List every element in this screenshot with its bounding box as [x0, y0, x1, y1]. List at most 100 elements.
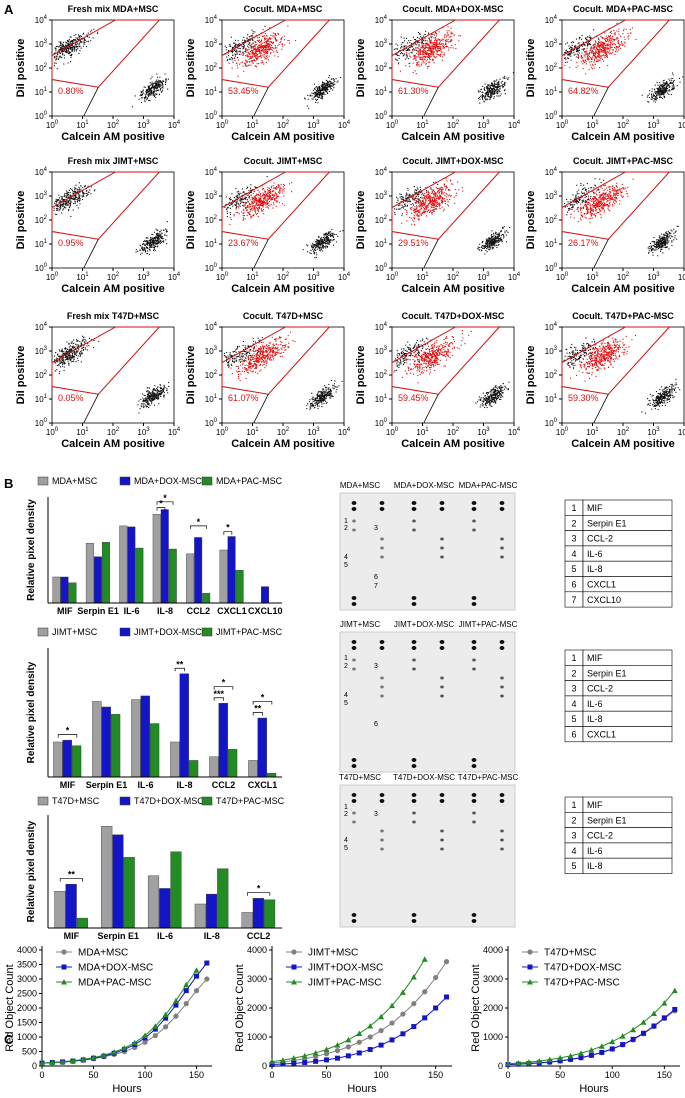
- event-dot: [94, 189, 96, 191]
- event-dot: [609, 52, 611, 54]
- event-dot: [80, 47, 82, 49]
- event-dot: [317, 248, 319, 250]
- event-dot: [450, 35, 452, 37]
- event-dot: [267, 191, 269, 193]
- event-dot: [666, 91, 668, 93]
- event-dot: [568, 53, 570, 55]
- event-dot: [406, 49, 408, 51]
- event-dot: [272, 198, 274, 200]
- event-dot: [668, 86, 670, 88]
- event-dot: [281, 190, 283, 192]
- event-dot: [267, 40, 269, 42]
- event-dot: [448, 36, 450, 38]
- event-dot: [325, 88, 327, 90]
- event-dot: [70, 48, 72, 50]
- event-dot: [609, 37, 611, 39]
- event-dot: [439, 41, 441, 43]
- event-dot: [494, 83, 496, 85]
- event-dot: [415, 189, 417, 191]
- event-dot: [326, 238, 328, 240]
- event-dot: [413, 48, 415, 50]
- event-dot: [259, 200, 261, 202]
- event-dot: [249, 61, 251, 63]
- event-dot: [599, 48, 601, 50]
- event-dot: [590, 40, 592, 42]
- event-dot: [443, 52, 445, 54]
- event-dot: [402, 196, 404, 198]
- event-dot: [427, 50, 429, 52]
- event-dot: [67, 209, 69, 211]
- event-dot: [586, 55, 588, 57]
- event-dot: [267, 189, 269, 191]
- event-dot: [263, 203, 265, 205]
- event-dot: [269, 196, 271, 198]
- event-dot: [490, 87, 492, 89]
- event-dot: [260, 55, 262, 57]
- event-dot: [307, 251, 309, 253]
- event-dot: [165, 78, 167, 80]
- event-dot: [599, 55, 601, 57]
- event-dot: [263, 202, 265, 204]
- event-dot: [498, 235, 500, 237]
- event-dot: [242, 48, 244, 50]
- event-dot: [264, 190, 266, 192]
- tick-exponent: 4: [177, 120, 181, 126]
- event-dot: [506, 230, 508, 232]
- event-dot: [659, 90, 661, 92]
- event-dot: [245, 51, 247, 53]
- event-dot: [486, 93, 488, 95]
- event-dot: [143, 249, 145, 251]
- event-dot: [76, 44, 78, 46]
- event-dot: [156, 237, 158, 239]
- event-dot: [78, 196, 80, 198]
- event-dot: [264, 194, 266, 196]
- event-dot: [251, 50, 253, 52]
- event-dot: [254, 196, 256, 198]
- event-dot: [65, 44, 67, 46]
- plot-title: Cocult. MDA+PAC-MSC: [573, 4, 674, 14]
- event-dot: [606, 47, 608, 49]
- event-dot: [261, 57, 263, 59]
- event-dot: [247, 206, 249, 208]
- event-dot: [424, 53, 426, 55]
- event-dot: [236, 191, 238, 193]
- event-dot: [260, 200, 262, 202]
- event-dot: [153, 237, 155, 239]
- event-dot: [256, 49, 258, 51]
- event-dot: [314, 96, 316, 98]
- event-dot: [255, 198, 257, 200]
- event-dot: [260, 52, 262, 54]
- event-dot: [75, 43, 77, 45]
- event-dot: [327, 242, 329, 244]
- event-dot: [304, 97, 306, 99]
- event-dot: [595, 46, 597, 48]
- event-dot: [237, 212, 239, 214]
- event-dot: [503, 83, 505, 85]
- event-dot: [506, 77, 508, 79]
- event-dot: [422, 61, 424, 63]
- event-dot: [265, 45, 267, 47]
- event-dot: [618, 28, 620, 30]
- event-dot: [261, 59, 263, 61]
- event-dot: [507, 79, 509, 81]
- event-dot: [154, 239, 156, 241]
- event-dot: [229, 43, 231, 45]
- event-dot: [431, 53, 433, 55]
- event-dot: [624, 42, 626, 44]
- event-dot: [589, 55, 591, 57]
- event-dot: [332, 83, 334, 85]
- event-dot: [257, 50, 259, 52]
- event-dot: [148, 93, 150, 95]
- event-dot: [607, 43, 609, 45]
- event-dot: [257, 54, 259, 56]
- event-dot: [641, 94, 643, 96]
- event-dot: [160, 81, 162, 83]
- event-dot: [75, 50, 77, 52]
- event-dot: [588, 57, 590, 59]
- event-dot: [267, 40, 269, 42]
- event-dot: [489, 98, 491, 100]
- event-dot: [505, 241, 507, 243]
- event-dot: [599, 54, 601, 56]
- event-dot: [606, 35, 608, 37]
- event-dot: [279, 190, 281, 192]
